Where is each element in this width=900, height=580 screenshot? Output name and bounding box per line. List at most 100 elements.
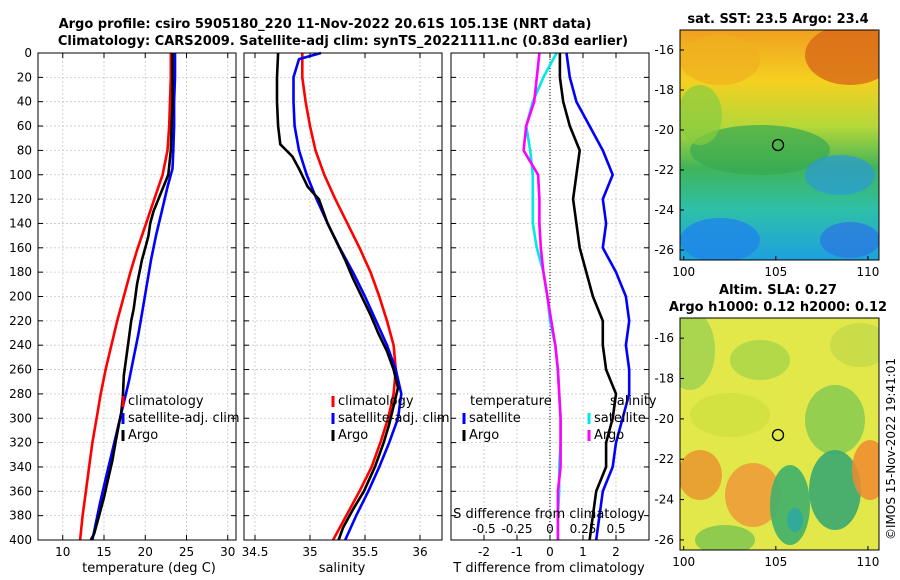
y-tick-label: 0 (24, 46, 32, 60)
difference-salinity-legend-label: satellite (594, 411, 646, 426)
x-tick-label: 1 (579, 545, 587, 559)
series-line-argo (89, 53, 174, 541)
series-line-argo-salinity- (522, 52, 562, 540)
y-tick-label: 160 (9, 241, 32, 255)
temperature-legend-label: climatology (128, 394, 204, 409)
difference-salinity-legend-label: Argo (594, 428, 624, 443)
series-line-satellite-adj-clim (292, 51, 403, 541)
series-line-climatology (78, 53, 173, 541)
difference-panel: -2 -1 0 1 2 -0.5 -0.25 0 0.25 0.5 temperature satel… (450, 52, 657, 559)
y-tick-label: 60 (17, 119, 32, 133)
x-tick-label: -1 (511, 545, 523, 559)
y-tick-label: 220 (9, 314, 32, 328)
y-tick-label: 100 (9, 168, 32, 182)
y-tick-label: 20 (17, 70, 32, 84)
map-y-tick-label: -16 (654, 331, 674, 345)
y-tick-label: 260 (9, 363, 32, 377)
sla-map-image (680, 318, 879, 550)
x2-tick-label: -0.5 (472, 522, 495, 536)
difference-xlabel: T difference from climatology (452, 561, 645, 576)
x-tick-label: 34.5 (242, 545, 269, 559)
map-y-tick-label: -26 (654, 533, 674, 547)
series-line-argo (275, 52, 400, 541)
temperature-xlabel: temperature (deg C) (82, 561, 216, 576)
temperature-panel: 10 15 20 25 30020406080100120140160180200220… (9, 46, 240, 559)
map-y-tick-label: -18 (654, 372, 674, 386)
y-tick-label: 120 (9, 192, 32, 206)
x-tick-label: 0 (546, 545, 554, 559)
x2-tick-label: 0 (546, 522, 554, 536)
y-tick-label: 200 (9, 290, 32, 304)
sla-argo-location-marker (771, 428, 785, 442)
x-tick-label: 10 (55, 545, 70, 559)
salinity-legend-label: satellite-adj. clim (338, 411, 450, 426)
temperature-legend-title: temperature (470, 394, 552, 409)
map-y-tick-label: -24 (654, 203, 674, 217)
map-y-tick-label: -26 (654, 243, 674, 257)
y-tick-label: 340 (9, 460, 32, 474)
x-tick-label: 35.5 (352, 545, 379, 559)
x-tick-label: 2 (612, 545, 620, 559)
x-tick-label: 25 (179, 545, 194, 559)
map-y-tick-label: -18 (654, 83, 674, 97)
series-line-satellite-temperature- (565, 52, 631, 541)
y-tick-label: 360 (9, 484, 32, 498)
map-x-tick-label: 105 (764, 555, 787, 569)
y-tick-label: 240 (9, 338, 32, 352)
map-y-tick-label: -16 (654, 43, 674, 57)
figure-title-line2: Climatology: CARS2009. Satellite-adj cli… (58, 34, 628, 49)
temperature-legend-label: satellite-adj. clim (128, 411, 240, 426)
map-x-tick-label: 110 (856, 265, 879, 279)
map-x-tick-label: 105 (764, 265, 787, 279)
difference-top-axis-label: S difference from climatology (453, 507, 645, 522)
x-tick-label: 35 (302, 545, 317, 559)
imos-credit: ©IMOS 15-Nov-2022 19:41:01 (884, 358, 898, 540)
sst-map-frame (679, 29, 880, 261)
y-tick-label: 140 (9, 216, 32, 230)
sla-map-axes: 100 105 110 -16 -18 -20 -22 -24 -26 (654, 331, 879, 569)
series-line-satellite-adj-clim (91, 53, 177, 541)
x2-tick-label: 0.25 (570, 522, 597, 536)
sla-map-frame (679, 317, 880, 551)
series-line-argo-temperature- (558, 53, 618, 541)
x-tick-label: 36 (412, 545, 427, 559)
salinity-legend-label: Argo (338, 428, 368, 443)
sst-map-axes: 100 105 110 -16 -18 -20 -22 -24 -26 (654, 43, 879, 279)
y-tick-label: 180 (9, 265, 32, 279)
map-y-tick-label: -22 (654, 452, 674, 466)
map-y-tick-label: -24 (654, 493, 674, 507)
sla-map-title-line1: Altim. SLA: 0.27 (719, 283, 837, 298)
sst-map-title: sat. SST: 23.5 Argo: 23.4 (687, 12, 868, 27)
figure-title-line1: Argo profile: csiro 5905180_220 11-Nov-2… (59, 17, 592, 32)
x2-tick-label: -0.25 (501, 522, 532, 536)
difference-temperature-legend-label: satellite (469, 411, 521, 426)
map-y-tick-label: -20 (654, 412, 674, 426)
map-y-tick-label: -22 (654, 163, 674, 177)
x-tick-label: -2 (478, 545, 490, 559)
x-tick-label: 15 (96, 545, 111, 559)
y-tick-label: 40 (17, 95, 32, 109)
series-line-climatology (301, 53, 398, 541)
sla-map-title-line2: Argo h1000: 0.12 h2000: 0.12 (669, 300, 887, 315)
x-tick-label: 30 (220, 545, 235, 559)
map-x-tick-label: 100 (672, 265, 695, 279)
sst-map-image (680, 30, 879, 260)
sst-argo-location-marker (771, 138, 785, 152)
y-tick-label: 400 (9, 533, 32, 547)
y-tick-label: 300 (9, 411, 32, 425)
map-y-tick-label: -20 (654, 123, 674, 137)
x-tick-label: 20 (138, 545, 153, 559)
y-tick-label: 380 (9, 509, 32, 523)
y-tick-label: 80 (17, 143, 32, 157)
map-x-tick-label: 100 (672, 555, 695, 569)
salinity-xlabel: salinity (319, 561, 366, 576)
salinity-legend-label: climatology (338, 394, 414, 409)
temperature-legend-label: Argo (128, 428, 158, 443)
map-x-tick-label: 110 (856, 555, 879, 569)
difference-temperature-legend-label: Argo (469, 428, 499, 443)
salinity-legend-title: salinity (610, 394, 657, 409)
salinity-panel: 34.5 35 35.5 36 climatology satellite-adj. cl… (242, 51, 450, 559)
x2-tick-label: 0.5 (606, 522, 625, 536)
y-tick-label: 280 (9, 387, 32, 401)
